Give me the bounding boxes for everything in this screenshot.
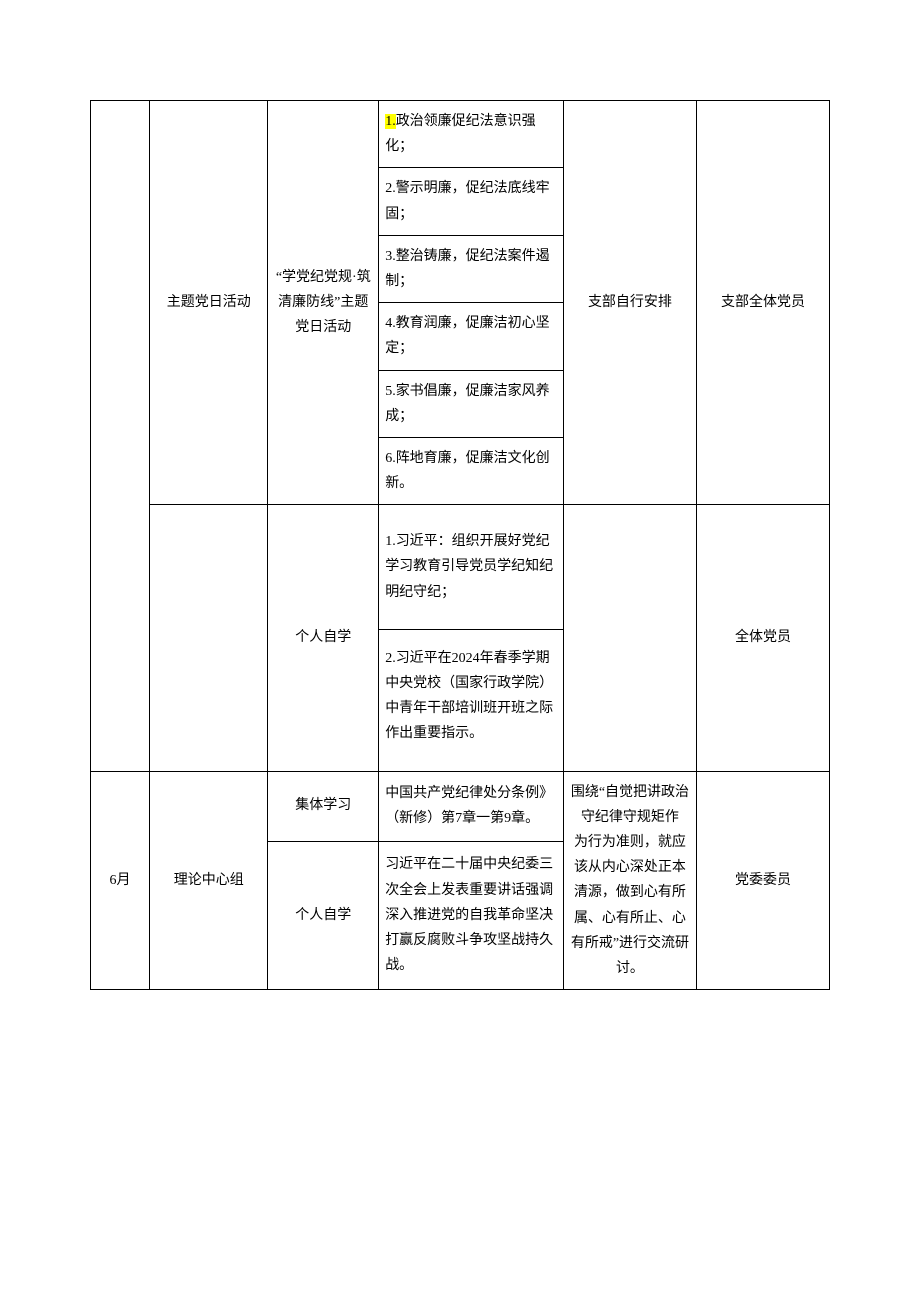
point-text: 教育润廉，促廉洁初心坚定； — [385, 316, 550, 356]
cell-study-item-2: 2.习近平在2024年春季学期中央党校（国家行政学院）中青年干部培训班开班之际作… — [379, 629, 564, 771]
cell-participants: 支部全体党员 — [696, 101, 829, 505]
schedule-table: 主题党日活动 “学党纪党规·筑清廉防线”主题党日活动 1.政治领廉促纪法意识强化… — [90, 100, 830, 990]
cell-activity-title: “学党纪党规·筑清廉防线”主题党日活动 — [268, 101, 379, 505]
cell-content-collective: 中国共产党纪律处分条例》（新修）第7章一第9章。 — [379, 771, 564, 841]
cell-participants-b: 全体党员 — [696, 505, 829, 771]
cell-month-june: 6月 — [91, 771, 150, 990]
highlighted-number: 1. — [385, 114, 396, 129]
cell-point-4: 4.教育润廉，促廉洁初心坚定； — [379, 303, 564, 370]
table-row: 6月 理论中心组 集体学习 中国共产党纪律处分条例》（新修）第7章一第9章。 围… — [91, 771, 830, 841]
point-text: 阵地育廉，促廉洁文化创新。 — [385, 451, 550, 491]
cell-committee-members: 党委委员 — [696, 771, 829, 990]
point-text: 整治铸廉，促纪法案件遏制； — [385, 249, 550, 289]
point-text: 家书倡廉，促廉洁家风养成； — [385, 384, 550, 424]
cell-arrangement: 支部自行安排 — [563, 101, 696, 505]
cell-point-2: 2.警示明廉，促纪法底线牢固； — [379, 168, 564, 235]
point-number: 4. — [385, 316, 396, 331]
cell-theory-group: 理论中心组 — [150, 771, 268, 990]
document-page: 主题党日活动 “学党纪党规·筑清廉防线”主题党日活动 1.政治领廉促纪法意识强化… — [0, 0, 920, 1090]
point-number: 3. — [385, 249, 396, 264]
cell-study-item-1: 1.习近平：组织开展好党纪学习教育引导党员学纪知纪明纪守纪； — [379, 505, 564, 630]
cell-point-6: 6.阵地育廉，促廉洁文化创新。 — [379, 437, 564, 504]
point-number: 2. — [385, 181, 396, 196]
cell-collective-study: 集体学习 — [268, 771, 379, 841]
cell-month-empty — [91, 101, 150, 772]
cell-self-study: 个人自学 — [268, 505, 379, 771]
cell-activity-type-empty — [150, 505, 268, 771]
point-number: 6. — [385, 451, 396, 466]
point-number: 5. — [385, 384, 396, 399]
cell-point-3: 3.整治铸廉，促纪法案件遏制； — [379, 235, 564, 302]
cell-arrangement-empty — [563, 505, 696, 771]
cell-point-5: 5.家书倡廉，促廉洁家风养成； — [379, 370, 564, 437]
cell-activity-type: 主题党日活动 — [150, 101, 268, 505]
table-row: 个人自学 1.习近平：组织开展好党纪学习教育引导党员学纪知纪明纪守纪； 全体党员 — [91, 505, 830, 630]
cell-content-self: 习近平在二十届中央纪委三次全会上发表重要讲话强调深入推进党的自我革命坚决打赢反腐… — [379, 841, 564, 990]
cell-discussion-topic: 围绕“自觉把讲政治守纪律守规矩作 为行为准则，就应该从内心深处正本 清源，做到心… — [563, 771, 696, 990]
point-text: 政治领廉促纪法意识强化； — [385, 114, 536, 154]
cell-self-study-2: 个人自学 — [268, 841, 379, 990]
point-text: 警示明廉，促纪法底线牢固； — [385, 181, 550, 221]
table-row: 主题党日活动 “学党纪党规·筑清廉防线”主题党日活动 1.政治领廉促纪法意识强化… — [91, 101, 830, 168]
cell-point-1: 1.政治领廉促纪法意识强化； — [379, 101, 564, 168]
